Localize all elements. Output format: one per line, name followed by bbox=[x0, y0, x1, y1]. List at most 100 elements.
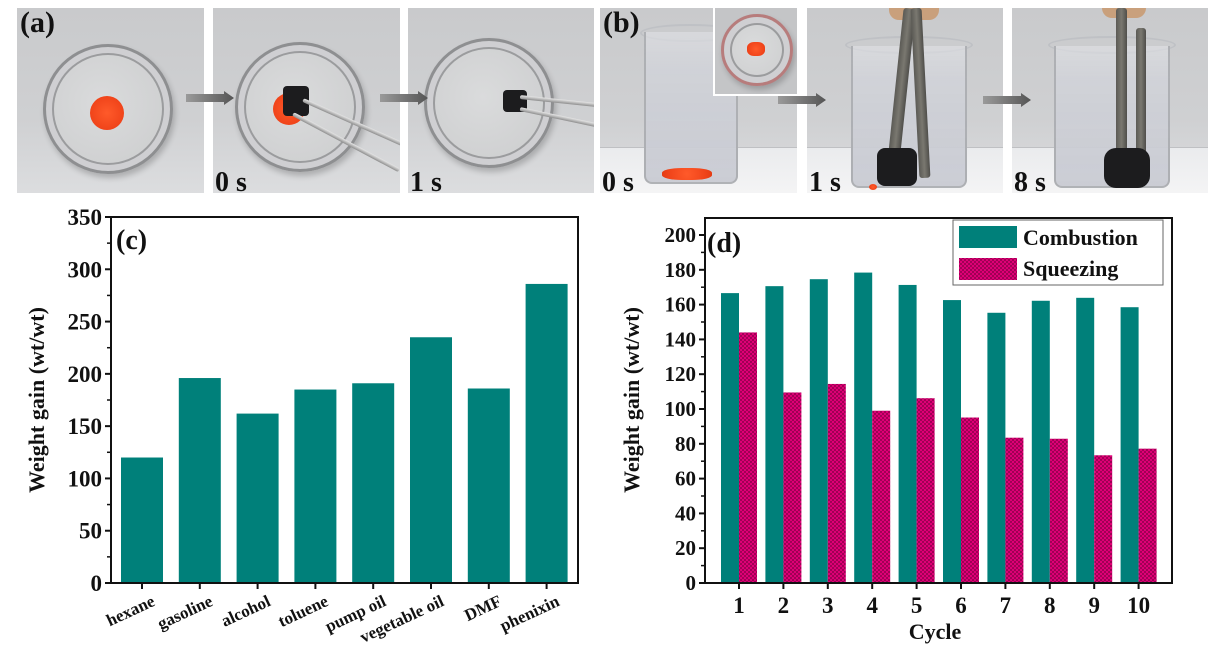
x-tick-label: 6 bbox=[955, 593, 967, 618]
bar-combustion-cycle-2 bbox=[765, 286, 784, 583]
bar-combustion-cycle-1 bbox=[721, 293, 739, 583]
bar-DMF bbox=[467, 388, 510, 583]
y-tick-label: 180 bbox=[665, 258, 697, 282]
x-tick-label: 8 bbox=[1044, 593, 1056, 618]
arrow-right-icon bbox=[186, 91, 234, 105]
y-tick-label: 300 bbox=[68, 257, 103, 282]
y-tick-label: 350 bbox=[68, 205, 103, 230]
y-tick-label: 160 bbox=[665, 293, 697, 317]
photo-a-1s: 1 s bbox=[408, 8, 594, 193]
y-tick-label: 150 bbox=[68, 414, 103, 439]
bar-combustion-cycle-7 bbox=[987, 312, 1006, 583]
oil-blob bbox=[662, 168, 712, 180]
x-tick-label: gasoline bbox=[154, 591, 216, 633]
y-tick-label: 200 bbox=[68, 362, 103, 387]
y-tick-label: 120 bbox=[665, 362, 697, 386]
photo-a-0s: 0 s bbox=[213, 8, 400, 193]
legend-swatch-combustion bbox=[959, 226, 1017, 248]
x-tick-label: 9 bbox=[1088, 593, 1100, 618]
forceps bbox=[1116, 8, 1127, 168]
bar-squeezing-cycle-10 bbox=[1138, 448, 1157, 583]
oil-droplet bbox=[869, 184, 877, 190]
x-tick-label: toluene bbox=[275, 591, 331, 631]
bar-squeezing-cycle-6 bbox=[961, 417, 979, 583]
legend-swatch-squeezing bbox=[959, 258, 1017, 280]
bar-squeezing-cycle-5 bbox=[916, 398, 935, 583]
arrow-right-icon bbox=[983, 93, 1031, 107]
x-tick-label: alcohol bbox=[218, 591, 273, 630]
photo-b-0s: (b) 0 s bbox=[600, 8, 797, 193]
x-tick-label: 2 bbox=[778, 593, 790, 618]
bar-squeezing-cycle-8 bbox=[1049, 438, 1068, 583]
sponge bbox=[877, 148, 917, 186]
arrow-right-icon bbox=[380, 91, 428, 105]
sponge bbox=[1104, 148, 1150, 188]
y-tick-label: 0 bbox=[91, 571, 103, 596]
y-tick-label: 100 bbox=[665, 397, 697, 421]
bar-squeezing-cycle-4 bbox=[872, 410, 891, 583]
x-tick-label: 7 bbox=[1000, 593, 1012, 618]
panel-label-d: (d) bbox=[707, 228, 741, 259]
legend: Combustion Squeezing bbox=[952, 219, 1164, 286]
bar-combustion-cycle-5 bbox=[898, 284, 917, 583]
y-tick-label: 250 bbox=[68, 310, 103, 335]
bar-alcohol bbox=[236, 413, 279, 583]
y-tick-label: 50 bbox=[79, 519, 102, 544]
bar-squeezing-cycle-9 bbox=[1094, 455, 1113, 583]
plot-frame bbox=[704, 217, 1173, 584]
y-tick-label: 200 bbox=[665, 223, 697, 247]
bar-toluene bbox=[294, 389, 337, 583]
x-tick-label: 1 bbox=[733, 593, 745, 618]
y-tick-label: 60 bbox=[675, 467, 696, 491]
y-tick-label: 40 bbox=[675, 501, 696, 525]
time-label: 0 s bbox=[602, 167, 634, 193]
panel-label-a: (a) bbox=[20, 8, 55, 39]
photo-a-initial: (a) bbox=[17, 8, 204, 193]
y-tick-label: 80 bbox=[675, 432, 696, 456]
panel-label-b: (b) bbox=[603, 8, 640, 39]
y-tick-label: 20 bbox=[675, 536, 696, 560]
bar-combustion-cycle-10 bbox=[1120, 307, 1139, 583]
arrow-right-icon bbox=[778, 93, 826, 107]
bar-combustion-cycle-4 bbox=[854, 272, 873, 583]
legend-label-combustion: Combustion bbox=[1023, 225, 1138, 250]
panel-label-c: (c) bbox=[116, 225, 147, 256]
y-tick-label: 100 bbox=[68, 466, 103, 491]
bar-combustion-cycle-8 bbox=[1031, 300, 1050, 583]
y-tick-label: 140 bbox=[665, 327, 697, 351]
x-tick-label: hexane bbox=[103, 591, 158, 630]
time-label: 0 s bbox=[215, 167, 247, 193]
y-axis-label: Weight gain (wt/wt) bbox=[619, 307, 644, 493]
bar-squeezing-cycle-7 bbox=[1005, 437, 1024, 583]
x-tick-label: phenixin bbox=[497, 591, 563, 635]
bar-squeezing-cycle-3 bbox=[827, 383, 846, 583]
petri-dish bbox=[43, 44, 173, 174]
time-label: 8 s bbox=[1014, 167, 1046, 193]
bar-combustion-cycle-6 bbox=[943, 300, 961, 583]
x-tick-label: 5 bbox=[911, 593, 923, 618]
bar-squeezing-cycle-1 bbox=[739, 332, 757, 583]
x-tick-label: 4 bbox=[866, 593, 878, 618]
photo-b-1s: 1 s bbox=[807, 8, 1003, 193]
bar-pump-oil bbox=[352, 383, 395, 583]
oil-droplet bbox=[90, 96, 124, 130]
y-axis-label: Weight gain (wt/wt) bbox=[24, 307, 49, 493]
petri-dish bbox=[424, 38, 554, 168]
bar-phenixin bbox=[525, 283, 568, 583]
photo-b-8s: 8 s bbox=[1012, 8, 1208, 193]
bar-gasoline bbox=[178, 378, 221, 583]
oil-droplet bbox=[747, 42, 765, 56]
y-tick-label: 0 bbox=[686, 571, 697, 595]
x-tick-label: 10 bbox=[1127, 593, 1150, 618]
bar-combustion-cycle-3 bbox=[809, 279, 828, 583]
time-label: 1 s bbox=[809, 167, 841, 193]
inset-top-view bbox=[713, 8, 797, 96]
legend-label-squeezing: Squeezing bbox=[1023, 256, 1118, 281]
bar-vegetable-oil bbox=[410, 337, 452, 583]
forceps bbox=[1136, 28, 1146, 178]
x-tick-label: 3 bbox=[822, 593, 834, 618]
bar-combustion-cycle-9 bbox=[1076, 297, 1095, 583]
time-label: 1 s bbox=[410, 167, 442, 193]
